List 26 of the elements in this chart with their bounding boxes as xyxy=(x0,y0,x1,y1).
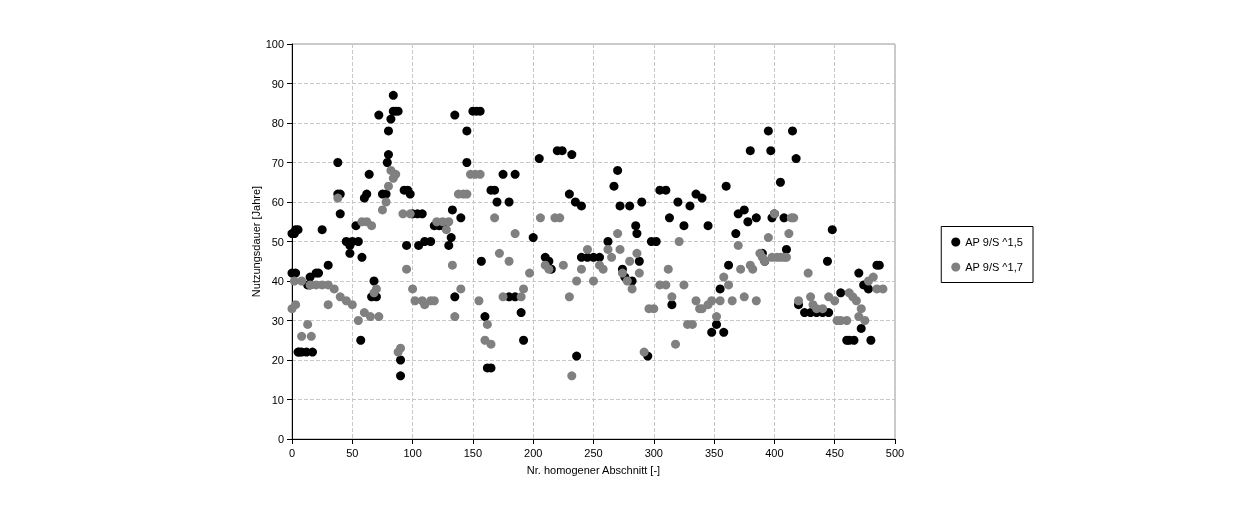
y-tick-label: 30 xyxy=(271,314,284,327)
x-tick-label: 300 xyxy=(644,446,663,459)
y-tick-label: 20 xyxy=(271,354,284,366)
x-tick-label: 500 xyxy=(885,446,905,459)
y-axis-title: Nutzungsdauer [Jahre] xyxy=(250,185,263,298)
y-tick-label: 60 xyxy=(271,196,284,208)
legend-label: AP 9/S ^1,7 xyxy=(965,261,1023,273)
x-tick-label: 450 xyxy=(825,446,844,459)
x-tick-label: 100 xyxy=(403,446,422,459)
x-tick-label: 50 xyxy=(346,446,359,459)
y-tick-label: 100 xyxy=(265,38,284,50)
y-tick-label: 90 xyxy=(271,77,284,90)
x-axis-title: Nr. homogener Abschnitt [-] xyxy=(526,463,661,476)
x-tick-label: 200 xyxy=(524,446,543,459)
x-tick-label: 250 xyxy=(584,446,603,459)
y-tick-label: 10 xyxy=(271,393,284,406)
x-tick-label: 150 xyxy=(463,446,483,459)
x-tick-label: 350 xyxy=(704,446,724,459)
x-tick-label: 0 xyxy=(288,446,296,459)
x-tick-label: 400 xyxy=(765,446,784,459)
y-tick-label: 80 xyxy=(271,117,284,129)
y-tick-label: 0 xyxy=(277,433,284,445)
y-tick-label: 40 xyxy=(271,275,284,287)
legend-label: AP 9/S ^1,5 xyxy=(965,236,1023,248)
y-tick-label: 70 xyxy=(271,156,284,169)
y-tick-label: 50 xyxy=(271,235,284,248)
